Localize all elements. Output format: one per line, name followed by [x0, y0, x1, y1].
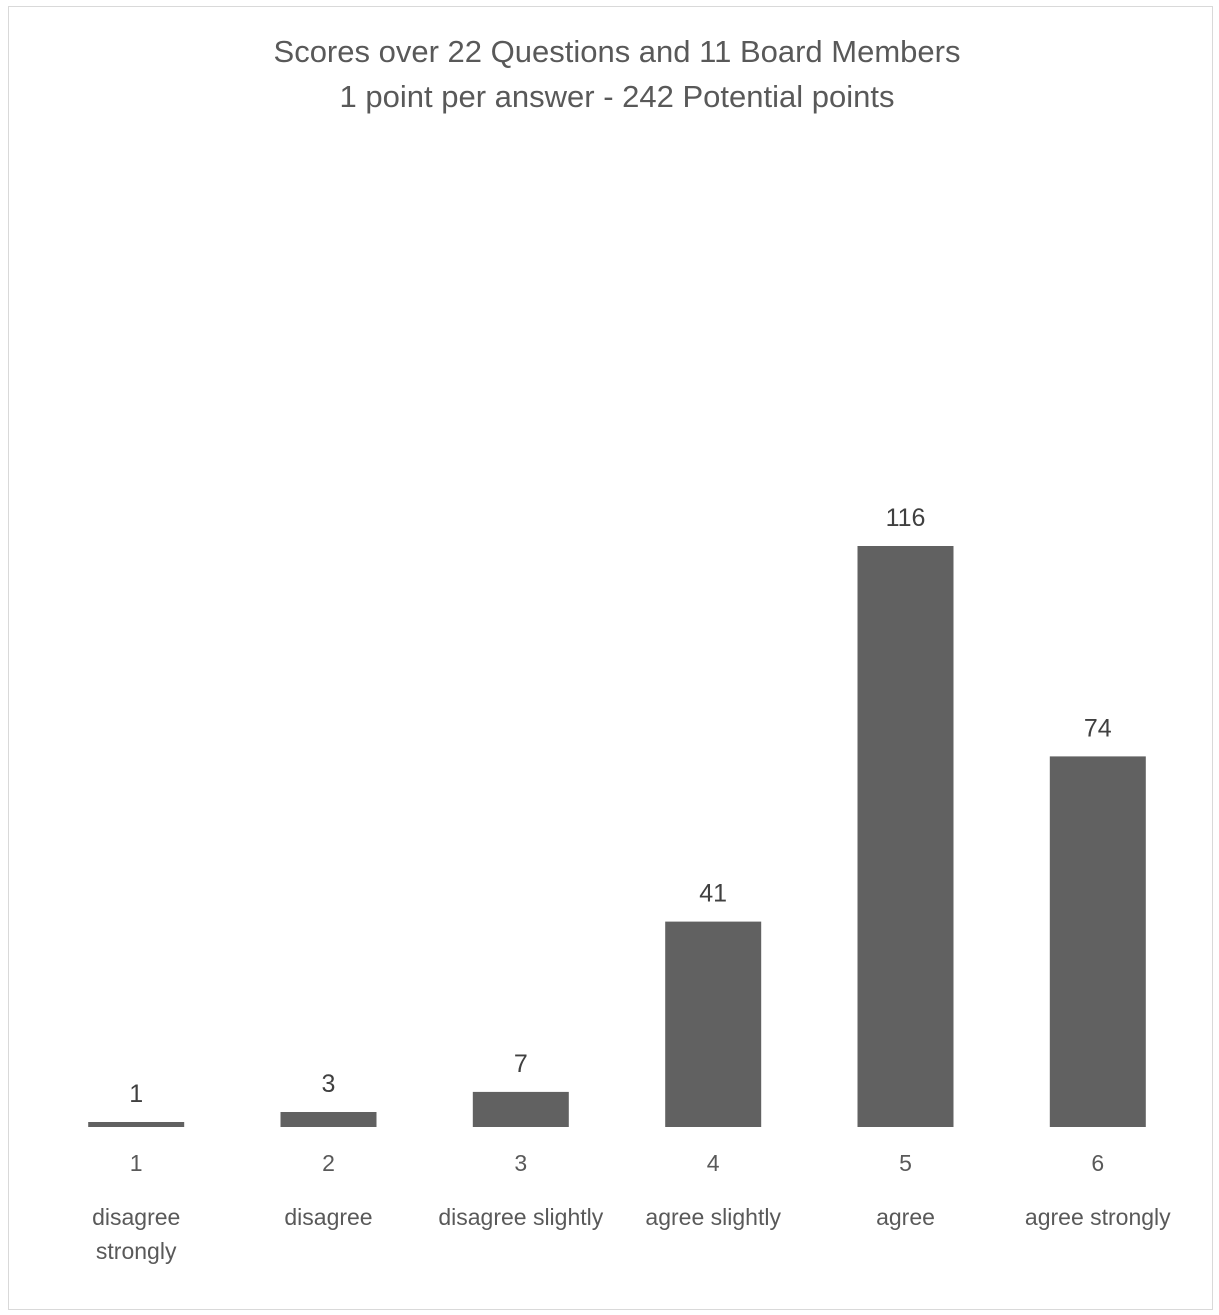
data-label-6: 74 — [1084, 714, 1112, 742]
x-tick-label-4: 4 — [707, 1150, 720, 1176]
x-axis-tick-labels: 1 2 3 4 5 6 — [130, 1150, 1104, 1176]
x-category-description-4-line-1: agree slightly — [645, 1204, 781, 1230]
x-category-description-1-line-2: strongly — [96, 1238, 177, 1264]
x-category-description-3-line-1: disagree slightly — [438, 1204, 603, 1230]
x-category-description-5-line-1: agree — [876, 1204, 935, 1230]
data-label-2: 3 — [322, 1070, 336, 1098]
data-label-4: 41 — [699, 880, 727, 908]
chart-title-line-2: 1 point per answer - 242 Potential point… — [340, 79, 895, 114]
bar-1 — [88, 1122, 185, 1127]
data-label-3: 7 — [514, 1050, 528, 1078]
data-label-5: 116 — [886, 504, 926, 532]
x-axis-category-descriptions: disagree strongly disagree disagree slightl… — [92, 1204, 1171, 1264]
chart-title: Scores over 22 Questions and 11 Board Me… — [274, 34, 961, 114]
x-category-description-6-line-1: agree strongly — [1025, 1204, 1171, 1230]
bar-series — [88, 546, 1146, 1127]
bar-6 — [1049, 756, 1146, 1127]
bar-4 — [665, 921, 762, 1127]
x-tick-label-1: 1 — [130, 1150, 143, 1176]
x-category-description-1-line-1: disagree — [92, 1204, 180, 1230]
bar-3 — [472, 1091, 569, 1127]
x-tick-label-2: 2 — [322, 1150, 335, 1176]
chart-title-line-1: Scores over 22 Questions and 11 Board Me… — [274, 34, 961, 69]
data-label-1: 1 — [129, 1080, 143, 1108]
x-tick-label-6: 6 — [1091, 1150, 1104, 1176]
bar-5 — [857, 546, 954, 1127]
bar-2 — [280, 1112, 377, 1127]
x-category-description-2-line-1: disagree — [284, 1204, 372, 1230]
chart-frame — [8, 6, 1213, 1310]
x-tick-label-5: 5 — [899, 1150, 912, 1176]
data-labels: 1 3 7 41 116 74 — [129, 504, 1112, 1108]
x-tick-label-3: 3 — [514, 1150, 527, 1176]
